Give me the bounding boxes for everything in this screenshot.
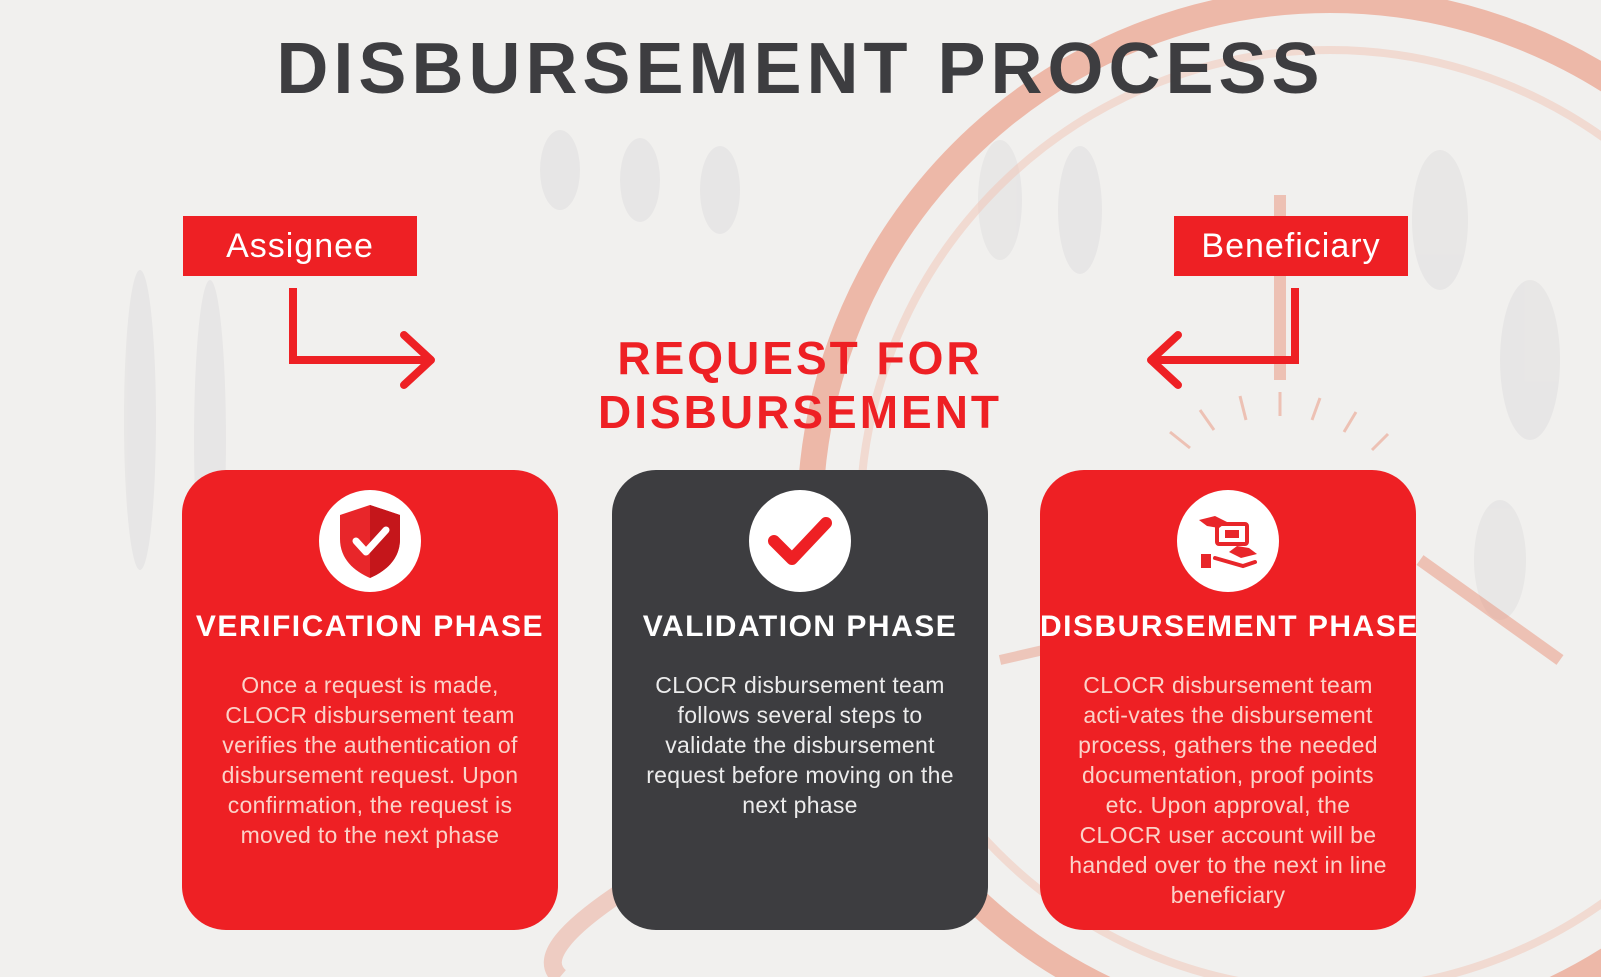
checkmark-icon: [749, 490, 851, 592]
assignee-box: Assignee: [183, 216, 417, 276]
validation-phase-card: VALIDATION PHASE CLOCR disbursement team…: [612, 470, 988, 930]
verification-phase-card: VERIFICATION PHASE Once a request is mad…: [182, 470, 558, 930]
phase-title: VALIDATION PHASE: [642, 610, 958, 643]
assignee-label: Assignee: [226, 226, 374, 265]
disbursement-phase-card: DISBURSEMENT PHASE CLOCR disbursement te…: [1040, 470, 1419, 930]
phase-title: DISBURSEMENT PHASE: [1040, 610, 1419, 643]
beneficiary-label: Beneficiary: [1201, 226, 1381, 265]
request-label: REQUEST FOR DISBURSEMENT: [597, 332, 1003, 438]
phase-description: Once a request is made, CLOCR disburseme…: [221, 672, 519, 848]
page-title: DISBURSEMENT PROCESS: [276, 29, 1325, 109]
phase-description: CLOCR disbursement team follows several …: [646, 672, 954, 818]
beneficiary-box: Beneficiary: [1174, 216, 1408, 276]
hand-transfer-icon: [1177, 490, 1279, 592]
shield-check-icon: [319, 490, 421, 592]
phase-description: CLOCR disbursement team acti-vates the d…: [1069, 672, 1387, 908]
phase-title: VERIFICATION PHASE: [195, 610, 545, 643]
